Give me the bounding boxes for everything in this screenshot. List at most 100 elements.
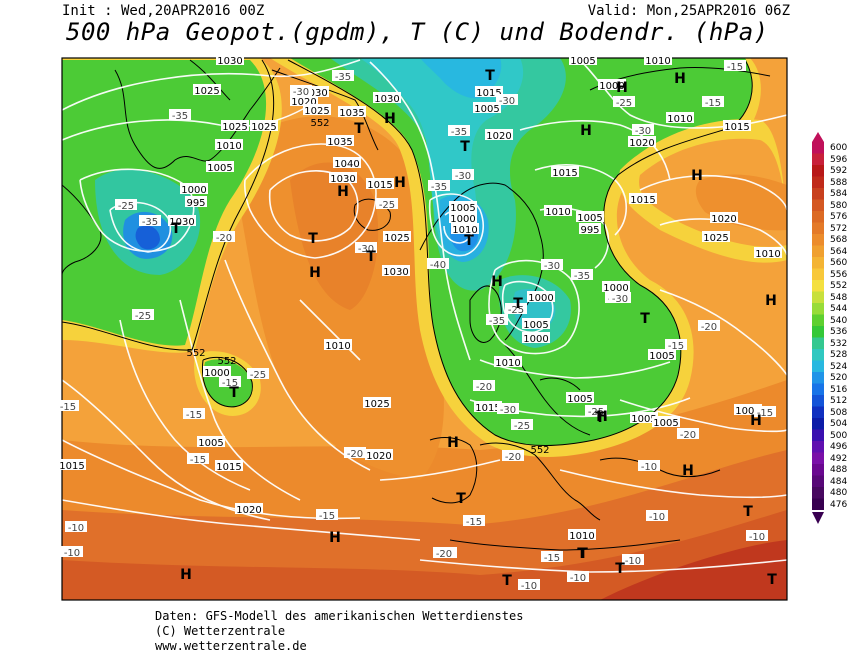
scale-swatch — [812, 176, 824, 188]
scale-label: 600 — [830, 143, 848, 153]
svg-text:-15: -15 — [186, 410, 202, 421]
svalbard-coast — [271, 69, 379, 151]
svg-text:-30: -30 — [499, 96, 515, 107]
svg-text:1015: 1015 — [552, 168, 577, 179]
pressure-center-label: H — [394, 175, 406, 191]
pressure-center-label: T — [354, 121, 364, 137]
temperature-label: -35 — [486, 314, 508, 327]
pressure-label: 1010 — [568, 529, 596, 542]
svg-text:1040: 1040 — [334, 159, 359, 170]
pressure-center-label: T — [171, 221, 181, 237]
footer-website-link[interactable]: www.wetterzentrale.de — [155, 639, 307, 653]
svg-text:T: T — [615, 561, 625, 577]
scale-label: 560 — [830, 258, 848, 268]
svg-text:-10: -10 — [641, 462, 657, 473]
svg-text:-10: -10 — [625, 556, 641, 567]
svg-text:1005: 1005 — [653, 418, 678, 429]
svg-text:552: 552 — [310, 118, 329, 129]
scale-swatch — [812, 383, 824, 395]
temperature-label: -30 — [355, 242, 377, 255]
scale-swatch — [812, 153, 824, 165]
pressure-center-label: H — [329, 530, 341, 546]
pressure-label: 1000 — [449, 212, 477, 225]
svg-text:T: T — [456, 491, 466, 507]
scale-label: 488 — [830, 465, 848, 475]
svg-text:1005: 1005 — [577, 213, 602, 224]
footer-copyright: (C) Wetterzentrale — [155, 624, 286, 638]
scale-label: 592 — [830, 166, 848, 176]
scale-swatch — [812, 418, 824, 430]
pressure-center-label: T — [513, 296, 523, 312]
svg-text:-25: -25 — [588, 407, 604, 418]
scale-label: 512 — [830, 396, 848, 406]
scale-label: 544 — [830, 304, 848, 314]
pressure-label: 1030 — [301, 86, 329, 99]
temperature-label: -30 — [541, 259, 563, 272]
svg-text:-10: -10 — [68, 523, 84, 534]
temperature-label: -30 — [609, 292, 631, 305]
svg-text:H: H — [384, 111, 396, 127]
pressure-label: 1000 — [522, 332, 550, 345]
temperature-label: -20 — [677, 428, 699, 441]
svg-text:-30: -30 — [455, 171, 471, 182]
temperature-label: -35 — [169, 109, 191, 122]
svg-text:T: T — [229, 385, 239, 401]
svg-text:-20: -20 — [505, 452, 521, 463]
svg-text:1030: 1030 — [383, 267, 408, 278]
svg-text:-15: -15 — [60, 402, 76, 413]
temperature-label: -30 — [632, 124, 654, 137]
temperature-label: -15 — [463, 515, 485, 528]
scale-label: 492 — [830, 453, 848, 464]
svg-text:552: 552 — [186, 348, 205, 359]
pressure-center-label: H — [750, 413, 762, 429]
scale-swatch — [812, 395, 824, 407]
svg-text:-15: -15 — [222, 378, 238, 389]
svg-text:T: T — [513, 296, 523, 312]
scale-swatch — [812, 452, 824, 464]
svg-text:-35: -35 — [489, 316, 505, 327]
svg-text:-25: -25 — [250, 370, 266, 381]
svg-text:552: 552 — [217, 356, 236, 367]
pressure-label: 1005 — [734, 404, 762, 417]
pressure-label: 1030 — [382, 265, 410, 278]
svg-text:1010: 1010 — [569, 531, 594, 542]
pressure-label: 1035 — [338, 106, 366, 119]
temperature-label: -20 — [433, 547, 455, 560]
svg-text:T: T — [464, 233, 474, 249]
svg-text:995: 995 — [186, 198, 205, 209]
svg-text:T: T — [485, 68, 495, 84]
svg-text:H: H — [329, 530, 341, 546]
svg-text:-25: -25 — [118, 201, 134, 212]
svg-text:1010: 1010 — [667, 114, 692, 125]
geopotential-label: 552 — [186, 348, 205, 359]
svg-text:1005: 1005 — [450, 203, 475, 214]
temperature-label: -20 — [698, 320, 720, 333]
scale-swatch — [812, 349, 824, 361]
svg-text:1000: 1000 — [599, 81, 624, 92]
svg-text:1005: 1005 — [207, 163, 232, 174]
svg-text:1010: 1010 — [452, 225, 477, 236]
temperature-label: -35 — [448, 125, 470, 138]
pressure-center-label: T — [229, 385, 239, 401]
band-576 — [62, 510, 787, 600]
svg-text:-20: -20 — [347, 449, 363, 460]
temperature-label: -25 — [613, 96, 635, 109]
svg-text:-30: -30 — [293, 87, 309, 98]
scale-label: 580 — [830, 200, 848, 211]
temperature-label: -35 — [571, 269, 593, 282]
map-frame — [61, 57, 788, 601]
pressure-label: 1015 — [215, 460, 243, 473]
pressure-label: 1005 — [206, 161, 234, 174]
scale-swatch — [812, 441, 824, 453]
pressure-label: 1005 — [473, 102, 501, 115]
pressure-label: 1020 — [290, 95, 318, 108]
pressure-center-label: H — [180, 567, 192, 583]
scale-label: 508 — [830, 407, 848, 418]
svg-text:H: H — [691, 168, 703, 184]
temperature-label: -30 — [496, 94, 518, 107]
svg-text:1010: 1010 — [495, 358, 520, 369]
pressure-label: 1025 — [702, 231, 730, 244]
baltic-coast — [539, 377, 581, 391]
